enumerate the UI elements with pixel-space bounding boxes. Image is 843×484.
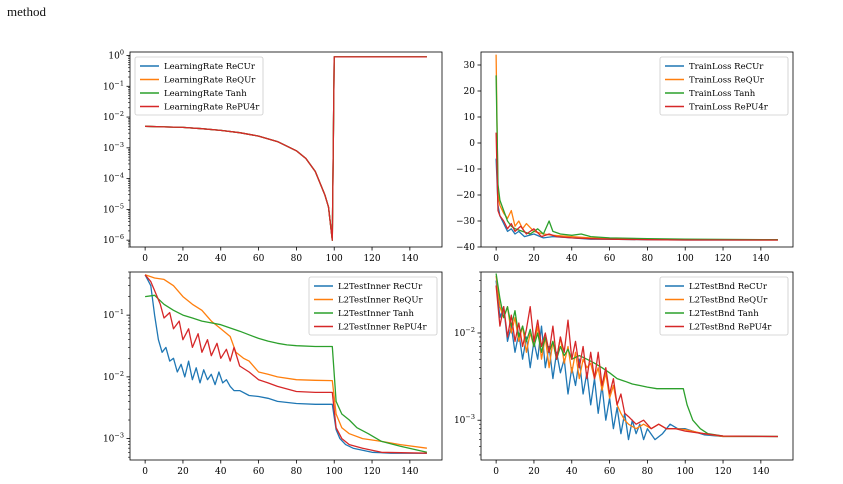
y-tick-label: 10−2 — [103, 370, 124, 383]
x-tick-label: 40 — [566, 254, 578, 264]
chart-panel-4: 0 20 40 60 80 100 120 140 10−2 10−3 L2TestBnd ReCU… — [454, 271, 794, 477]
x-tick-label: 80 — [291, 254, 303, 264]
legend: TrainLoss ReCUr TrainLoss ReQUr TrainLoss … — [659, 56, 789, 116]
series-group — [145, 56, 427, 241]
x-tick-label: 140 — [752, 254, 769, 264]
legend-label: TrainLoss RePU4r — [689, 103, 769, 113]
y-tick-label: 10 — [464, 113, 476, 123]
legend-label: LearningRate ReCUr — [164, 62, 256, 72]
x-tick-label: 120 — [714, 467, 731, 477]
x-tick-label: 60 — [604, 467, 616, 477]
y-tick-label: −40 — [456, 243, 475, 253]
series-line-l2testbnd-recur — [495, 280, 778, 441]
legend-label: L2TestBnd ReQUr — [689, 296, 768, 306]
x-tick-label: 0 — [142, 467, 148, 477]
x-tick-label: 100 — [677, 467, 694, 477]
legend-label: L2TestBnd ReCUr — [689, 282, 768, 292]
y-tick-label: 10−3 — [103, 432, 124, 445]
y-tick-label: 0 — [469, 139, 475, 149]
y-tick-label: −10 — [456, 165, 475, 175]
x-tick-label: 60 — [253, 467, 265, 477]
legend-box — [134, 56, 264, 116]
y-tick-label: 10−2 — [103, 110, 124, 123]
x-tick-label: 0 — [142, 254, 148, 264]
x-tick-label: 40 — [215, 254, 227, 264]
x-tick-label: 140 — [752, 467, 769, 477]
legend-label: L2TestInner RePU4r — [338, 323, 428, 333]
caption-fragment: method — [7, 4, 46, 19]
y-tick-label: 10−2 — [454, 326, 475, 339]
chart-panel-2: 0 20 40 60 80 100 120 1403020100−10−20−30−40Tra… — [456, 51, 794, 264]
x-tick-label: 0 — [493, 467, 499, 477]
legend-box — [659, 56, 789, 116]
x-tick-label: 40 — [566, 467, 578, 477]
legend-label: L2TestInner ReCUr — [338, 282, 423, 292]
legend-label: TrainLoss ReCUr — [689, 62, 764, 72]
chart-panel-1: 0 20 40 60 80 100 120 140 100 10−1 10−2 10−3 10−4 10−… — [103, 49, 443, 264]
y-tick-label: 20 — [464, 87, 476, 97]
x-tick-label: 0 — [493, 254, 499, 264]
series-line-trainloss-repu4r — [495, 132, 778, 241]
y-tick-label: 100 — [108, 49, 124, 62]
series-group — [144, 274, 428, 454]
x-tick-label: 60 — [253, 254, 265, 264]
x-tick-label: 40 — [215, 467, 227, 477]
x-tick-label: 80 — [642, 254, 654, 264]
x-tick-label: 80 — [291, 467, 303, 477]
legend-label: L2TestBnd RePU4r — [689, 323, 772, 333]
legend-box — [659, 276, 789, 336]
x-tick-label: 100 — [326, 467, 343, 477]
y-tick-label: 30 — [464, 61, 476, 71]
x-tick-label: 20 — [177, 254, 189, 264]
legend-label: L2TestBnd Tanh — [689, 309, 759, 319]
legend-box — [308, 276, 438, 336]
series-line-l2testbnd-repu4r — [495, 285, 778, 438]
y-tick-label: −20 — [456, 191, 475, 201]
chart-panel-3: 0 20 40 60 80 100 120 140 10−1 10−2 10−3 L2TestInne… — [103, 271, 443, 477]
x-tick-label: 120 — [363, 254, 380, 264]
series-line-l2testinner-tanh — [145, 294, 428, 453]
y-tick-label: 10−1 — [103, 79, 124, 92]
series-line-trainloss-recur — [495, 158, 778, 241]
y-tick-label: 10−1 — [103, 308, 124, 321]
x-tick-label: 140 — [401, 254, 418, 264]
series-line-l2testinner-requr — [144, 274, 427, 449]
x-tick-label: 20 — [177, 467, 189, 477]
series-group — [495, 54, 778, 241]
y-tick-label: 10−3 — [103, 141, 124, 154]
x-tick-label: 120 — [714, 254, 731, 264]
x-tick-label: 20 — [528, 254, 540, 264]
x-tick-label: 100 — [326, 254, 343, 264]
series-line-learningrate-repu4r — [145, 56, 427, 241]
y-tick-label: 10−6 — [103, 233, 124, 246]
legend-label: LearningRate RePU4r — [164, 103, 260, 113]
x-tick-label: 60 — [604, 254, 616, 264]
y-tick-label: 10−5 — [103, 202, 124, 215]
x-tick-label: 100 — [677, 254, 694, 264]
series-line-trainloss-tanh — [495, 75, 778, 241]
x-tick-label: 80 — [642, 467, 654, 477]
legend: L2TestBnd ReCUr L2TestBnd ReQUr L2TestBnd … — [659, 276, 789, 336]
series-line-l2testinner-repu4r — [144, 274, 427, 454]
legend-label: TrainLoss ReQUr — [689, 76, 765, 86]
legend: LearningRate ReCUr LearningRate ReQUr Lear… — [134, 56, 264, 116]
y-tick-label: 10−4 — [103, 172, 124, 185]
series-group — [495, 273, 778, 441]
legend-label: L2TestInner ReQUr — [338, 296, 424, 306]
y-tick-label: 10−3 — [454, 413, 475, 426]
legend-label: L2TestInner Tanh — [338, 309, 415, 319]
legend-label: LearningRate Tanh — [164, 89, 247, 99]
axes-frame — [480, 51, 794, 248]
axes-frame — [129, 271, 443, 461]
legend: L2TestInner ReCUr L2TestInner ReQUr L2Test… — [308, 276, 438, 336]
y-tick-label: −30 — [456, 217, 475, 227]
legend-label: TrainLoss Tanh — [689, 89, 756, 99]
legend-label: LearningRate ReQUr — [164, 76, 256, 86]
x-tick-label: 20 — [528, 467, 540, 477]
x-tick-label: 120 — [363, 467, 380, 477]
x-tick-label: 140 — [401, 467, 418, 477]
axes-frame — [480, 271, 794, 461]
